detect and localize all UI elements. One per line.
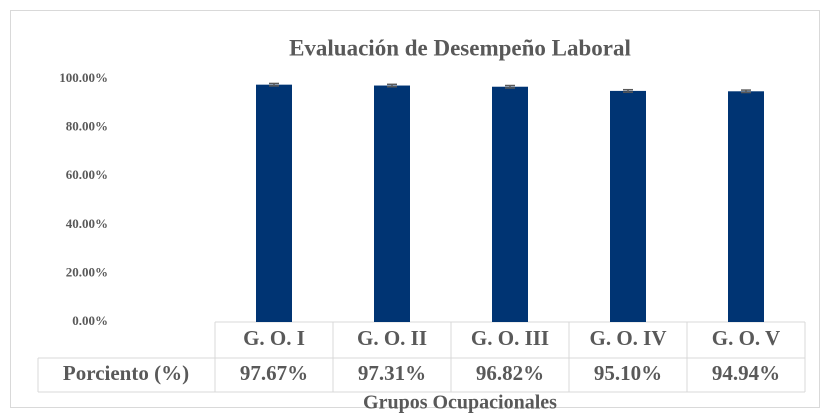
x-tick-label: G. O. V — [712, 326, 780, 350]
x-tick-label: G. O. I — [243, 326, 305, 350]
y-tick-label: 40.00% — [66, 216, 108, 231]
y-tick-label: 60.00% — [66, 167, 108, 182]
bar — [374, 85, 410, 322]
x-tick-label: G. O. III — [471, 326, 549, 350]
y-tick-label: 100.00% — [59, 70, 108, 85]
bar — [256, 84, 292, 323]
table-value: 97.31% — [358, 361, 426, 385]
chart-border — [10, 10, 820, 408]
table-value: 96.82% — [476, 361, 544, 385]
table-value: 97.67% — [240, 361, 308, 385]
table-row-header: Porciento (%) — [63, 361, 189, 385]
table-value: 95.10% — [594, 361, 662, 385]
bar — [610, 90, 646, 322]
chart-title: Evaluación de Desempeño Laboral — [289, 35, 631, 60]
y-tick-label: 80.00% — [66, 119, 108, 134]
x-tick-label: G. O. IV — [589, 326, 666, 350]
x-axis-title: Grupos Ocupacionales — [363, 392, 557, 414]
x-tick-label: G. O. II — [357, 326, 427, 350]
y-tick-label: 0.00% — [72, 313, 108, 328]
bar — [728, 91, 764, 322]
bar — [492, 86, 528, 322]
y-tick-label: 20.00% — [66, 264, 108, 279]
table-value: 94.94% — [712, 361, 780, 385]
